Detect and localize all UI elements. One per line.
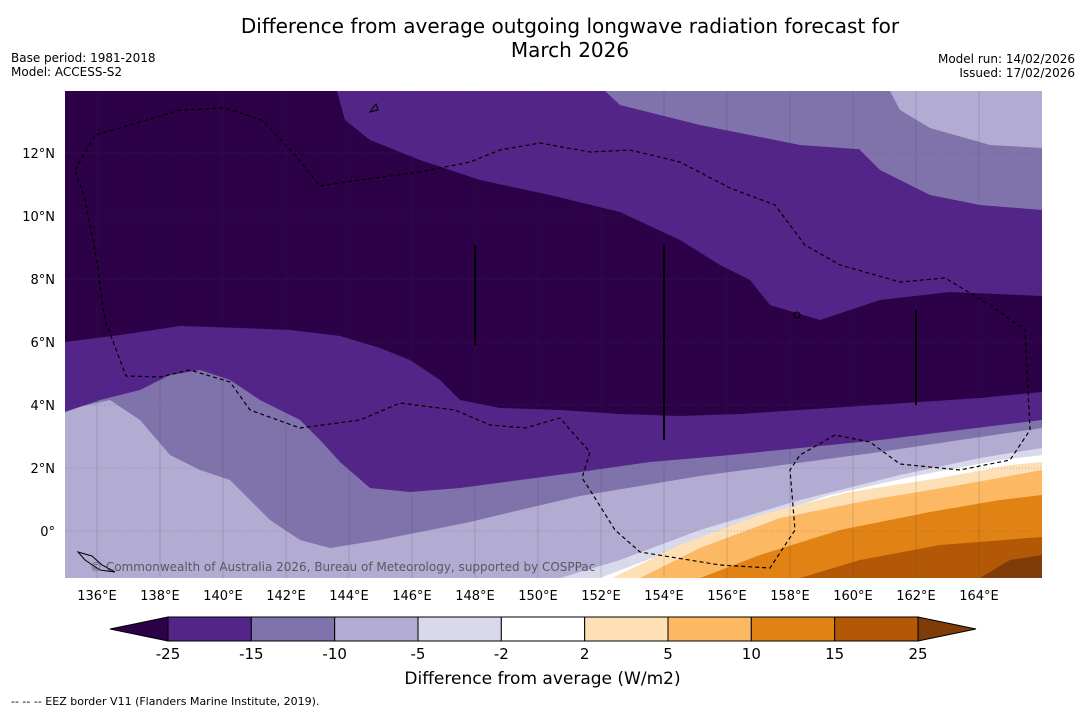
lat-label: 12°N — [22, 147, 55, 162]
colorbar-swatch — [250, 616, 336, 642]
lon-label: 146°E — [392, 589, 432, 604]
colorbar-tick-label: -25 — [156, 645, 181, 663]
model-run: Model run: 14/02/2026 — [937, 52, 1075, 66]
colorbar-swatch — [417, 616, 502, 642]
colorbar-swatch — [500, 616, 586, 642]
colorbar-tick-label: 25 — [908, 645, 927, 663]
colorbar-extend-low — [109, 616, 169, 642]
eez-footnote: -- -- -- EEZ border V11 (Flanders Marine… — [11, 695, 320, 708]
colorbar-ticks: -25 -15 -10 -5 -2 2 5 10 15 25 — [156, 645, 928, 663]
colorbar-swatch — [750, 616, 836, 642]
lon-label: 162°E — [896, 589, 936, 604]
model-name: Model: ACCESS-S2 — [11, 65, 123, 79]
colorbar-tick-label: -2 — [494, 645, 509, 663]
meridians — [96, 91, 980, 578]
colorbar-tick-label: -10 — [322, 645, 347, 663]
lon-label: 150°E — [518, 589, 558, 604]
meta-left: Base period: 1981-2018 Model: ACCESS-S2 — [11, 51, 156, 79]
lon-label: 154°E — [644, 589, 684, 604]
colorbar-swatch — [334, 616, 419, 642]
map-title: Difference from average outgoing longwav… — [0, 14, 1085, 62]
base-period: Base period: 1981-2018 — [11, 51, 156, 65]
island-outline — [368, 102, 379, 113]
colorbar-tick-label: -5 — [411, 645, 426, 663]
lat-label: 8°N — [31, 273, 56, 288]
colorbar-tick-label: -15 — [239, 645, 264, 663]
colorbar-swatch — [667, 616, 752, 642]
lon-label: 148°E — [455, 589, 495, 604]
colorbar-swatch — [834, 616, 919, 642]
band-sw-lighter — [65, 540, 150, 578]
colorbar-tick-label: 10 — [742, 645, 761, 663]
lon-label: 136°E — [77, 589, 117, 604]
band-above-plus25 — [980, 555, 1042, 578]
lon-label: 140°E — [203, 589, 243, 604]
lat-labels: 12°N 10°N 8°N 6°N 4°N 2°N 0° — [22, 147, 55, 540]
lon-labels: 136°E 138°E 140°E 142°E 144°E 146°E 148°… — [77, 589, 999, 604]
band-plus15-plus25 — [800, 537, 1042, 578]
map-panel: © Commonwealth of Australia 2026, Bureau… — [65, 91, 1042, 578]
colorbar-extend-high — [917, 616, 977, 642]
title-line-1: Difference from average outgoing longwav… — [240, 14, 900, 38]
issued-date: Issued: 17/02/2026 — [959, 66, 1075, 80]
island-outline — [793, 311, 801, 319]
lon-label: 138°E — [140, 589, 180, 604]
lon-label: 144°E — [329, 589, 369, 604]
colorbar-tick-label: 15 — [825, 645, 844, 663]
lon-label: 152°E — [581, 589, 621, 604]
colorbar-tick-label: 5 — [663, 645, 673, 663]
graticule — [65, 152, 1042, 532]
lon-label: 164°E — [959, 589, 999, 604]
lat-label: 6°N — [31, 336, 56, 351]
lat-label: 4°N — [31, 399, 56, 414]
copyright-text: © Commonwealth of Australia 2026, Bureau… — [90, 560, 595, 574]
colorbar-tick-label: 2 — [580, 645, 590, 663]
title-line-2: March 2026 — [510, 38, 630, 62]
colorbar-swatch — [167, 616, 252, 642]
lat-label: 2°N — [31, 462, 56, 477]
lat-label: 0° — [40, 525, 55, 540]
lon-label: 158°E — [770, 589, 810, 604]
meta-right: Model run: 14/02/2026 Issued: 17/02/2026 — [938, 52, 1075, 80]
lon-label: 160°E — [833, 589, 873, 604]
lat-label: 10°N — [22, 210, 55, 225]
colorbar — [109, 616, 977, 642]
lon-label: 156°E — [707, 589, 747, 604]
lon-label: 142°E — [266, 589, 306, 604]
island-outline — [76, 551, 116, 573]
colorbar-label: Difference from average (W/m2) — [404, 669, 681, 689]
band-ne-minus10-minus5 — [890, 91, 1042, 148]
colorbar-swatch — [584, 616, 669, 642]
